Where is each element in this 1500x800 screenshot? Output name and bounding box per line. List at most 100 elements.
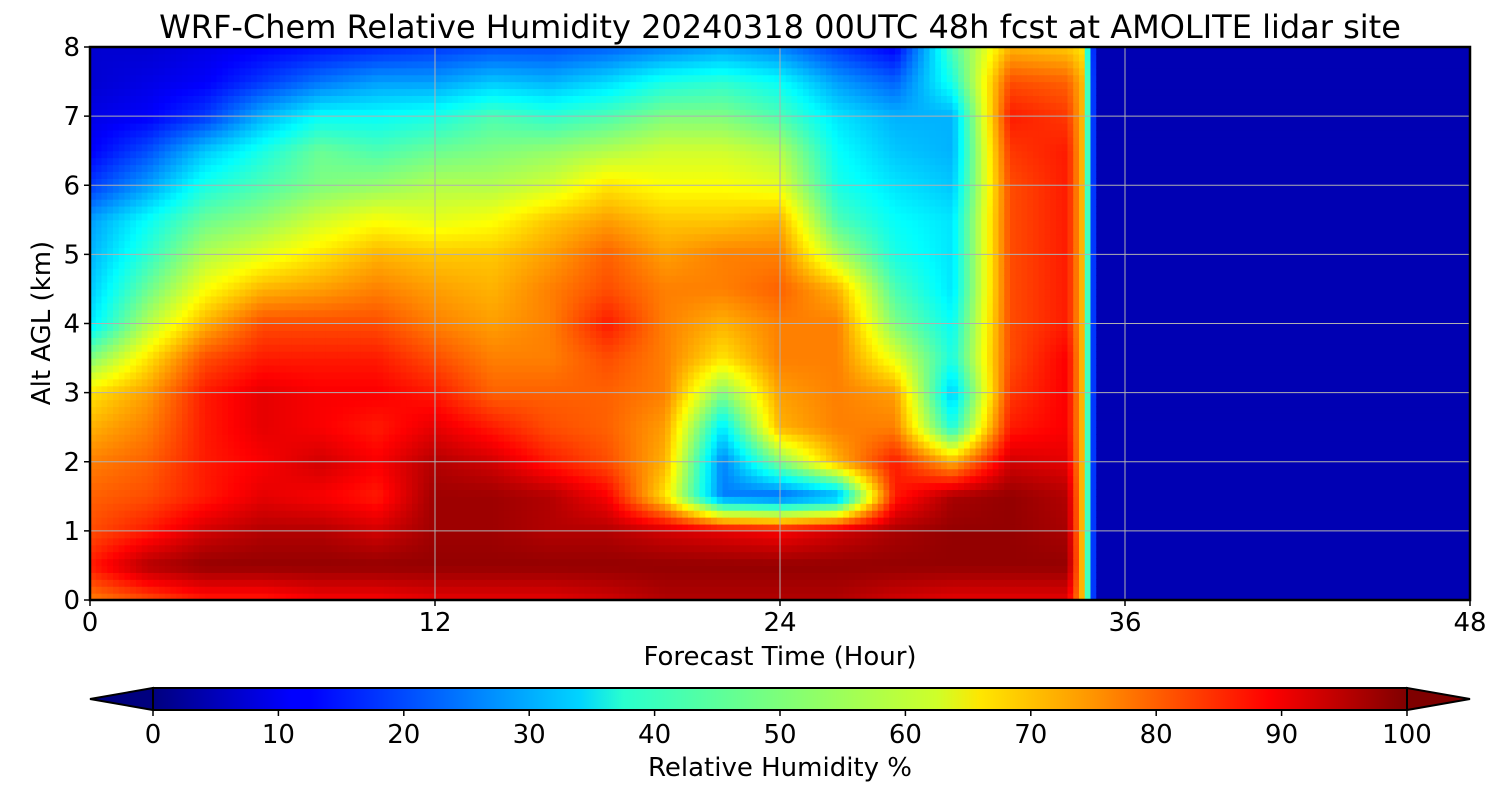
heatmap-cell (440, 510, 448, 518)
heatmap-cell (331, 102, 338, 110)
heatmap-cell (325, 102, 333, 110)
heatmap-cell (118, 399, 126, 408)
heatmap-cell (222, 67, 229, 76)
heatmap-cell (95, 302, 103, 311)
heatmap-cell (429, 565, 436, 573)
heatmap-cell (412, 295, 419, 304)
heatmap-cell (360, 586, 367, 594)
heatmap-cell (371, 47, 379, 55)
heatmap-cell (366, 468, 373, 477)
heatmap-cell (245, 268, 252, 276)
heatmap-cell (331, 150, 338, 159)
heatmap-cell (182, 447, 189, 456)
heatmap-cell (274, 150, 281, 159)
heatmap-cell (187, 420, 195, 428)
heatmap-cell (130, 47, 137, 55)
heatmap-cell (268, 572, 275, 580)
heatmap-cell (285, 344, 292, 352)
heatmap-cell (435, 454, 442, 463)
heatmap-cell (343, 572, 350, 580)
heatmap-cell (136, 586, 143, 594)
heatmap-cell (406, 510, 413, 518)
heatmap-cell (302, 178, 310, 186)
heatmap-cell (371, 406, 379, 414)
heatmap-cell (429, 468, 436, 477)
heatmap-cell (199, 302, 206, 311)
heatmap-cell (302, 164, 310, 173)
heatmap-cell (377, 233, 384, 242)
heatmap-cell (343, 579, 350, 587)
heatmap-cell (141, 171, 149, 179)
heatmap-cell (187, 579, 195, 587)
heatmap-cell (446, 461, 453, 470)
heatmap-cell (285, 475, 292, 484)
heatmap-cell (360, 136, 367, 145)
heatmap-cell (262, 482, 269, 490)
heatmap-cell (130, 316, 137, 325)
heatmap-cell (170, 323, 177, 332)
heatmap-cell (302, 60, 310, 69)
heatmap-cell (308, 88, 315, 96)
heatmap-cell (331, 544, 338, 553)
heatmap-cell (216, 371, 223, 380)
heatmap-cell (320, 399, 327, 408)
heatmap-cell (394, 123, 402, 131)
heatmap-cell (170, 586, 177, 594)
heatmap-cell (360, 268, 367, 276)
heatmap-cell (233, 74, 241, 83)
heatmap-cell (193, 551, 200, 560)
heatmap-cell (406, 88, 413, 96)
heatmap-cell (182, 316, 189, 325)
heatmap-cell (440, 233, 448, 242)
heatmap-cell (136, 358, 143, 366)
heatmap-cell (383, 282, 390, 290)
heatmap-cell (164, 364, 172, 373)
heatmap-cell (233, 171, 241, 179)
heatmap-cell (193, 468, 200, 477)
heatmap-cell (412, 406, 419, 414)
heatmap-cell (366, 205, 373, 214)
heatmap-cell (95, 136, 103, 145)
heatmap-cell (394, 67, 402, 76)
heatmap-cell (107, 406, 114, 414)
heatmap-cell (343, 185, 350, 193)
heatmap-cell (285, 551, 292, 560)
heatmap-cell (130, 60, 137, 69)
heatmap-cell (279, 150, 287, 159)
heatmap-cell (113, 275, 120, 283)
heatmap-cell (354, 254, 361, 262)
heatmap-cell (222, 392, 229, 401)
heatmap-cell (141, 150, 149, 159)
heatmap-cell (440, 143, 448, 152)
heatmap-cell (406, 475, 413, 484)
heatmap-cell (90, 302, 97, 311)
heatmap-cell (141, 358, 149, 366)
heatmap-cell (130, 454, 137, 463)
heatmap-cell (147, 406, 154, 414)
heatmap-cell (159, 136, 166, 145)
heatmap-cell (210, 67, 218, 76)
heatmap-cell (262, 53, 269, 62)
heatmap-cell (101, 551, 108, 560)
heatmap-cell (164, 53, 172, 62)
heatmap-cell (187, 88, 195, 96)
heatmap-cell (274, 53, 281, 62)
heatmap-cell (320, 199, 327, 207)
heatmap-cell (423, 371, 430, 380)
heatmap-cell (228, 143, 235, 152)
heatmap-cell (228, 150, 235, 159)
heatmap-cell (412, 178, 419, 186)
heatmap-cell (297, 496, 304, 504)
heatmap-cell (107, 150, 114, 159)
heatmap-cell (314, 489, 321, 497)
heatmap-cell (164, 81, 172, 90)
heatmap-cell (423, 67, 430, 76)
heatmap-cell (164, 593, 172, 600)
heatmap-cell (113, 427, 120, 435)
heatmap-cell (113, 593, 120, 600)
heatmap-cell (354, 157, 361, 166)
heatmap-cell (262, 150, 269, 159)
heatmap-cell (320, 586, 327, 594)
heatmap-cell (446, 385, 453, 394)
heatmap-cell (302, 95, 310, 103)
